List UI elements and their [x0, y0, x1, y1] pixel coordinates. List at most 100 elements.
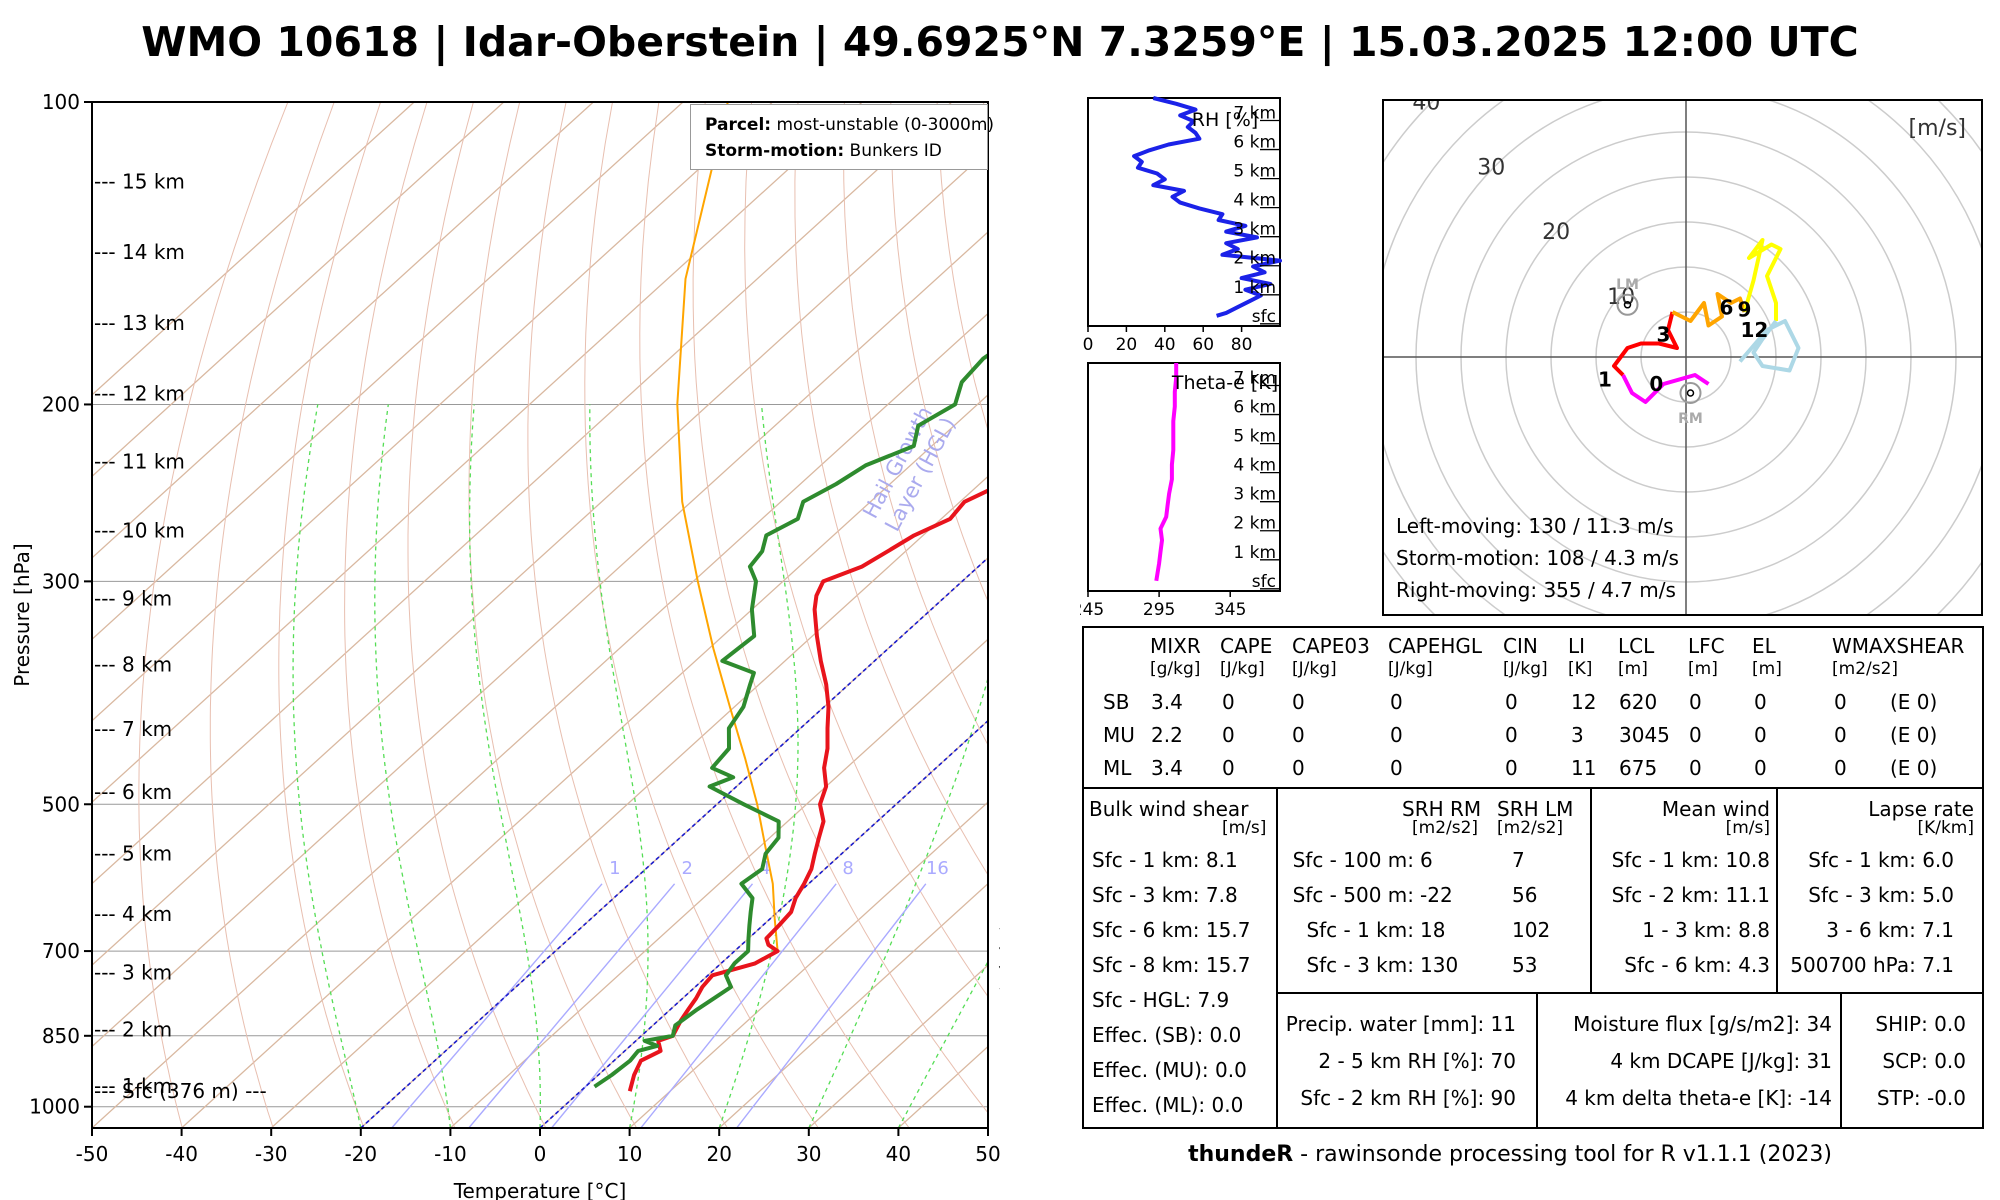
dry-adiabat [692, 102, 988, 1114]
mean-wind-unit: [m/s] [1725, 818, 1770, 838]
table-divider-5 [1276, 992, 1984, 994]
height-tick-label: 5 km [1233, 162, 1276, 182]
height-tick-label: 6 km [1233, 398, 1276, 418]
shear-row: Sfc - 1 km: 8.1 [1092, 848, 1238, 872]
mixing-ratio-label: 2 [681, 858, 692, 879]
param-column-unit: [J/kg] [1292, 659, 1337, 679]
param-value: 0 [1505, 756, 1518, 780]
param-value: 12 [1571, 690, 1597, 714]
mixing-ratio-line [640, 883, 837, 1128]
param-column-unit: [g/kg] [1150, 659, 1201, 679]
moisture-row: 2 - 5 km RH [%]: 70 [1318, 1049, 1516, 1073]
height-tick-label: 2 km [1233, 514, 1276, 534]
height-tick-label: 7 km [1233, 369, 1276, 389]
temperature-tick-label: 0 [534, 1142, 547, 1166]
srh-header: SRH RM [1402, 797, 1482, 821]
dry-adiabat [936, 102, 988, 432]
param-column-header: LCL [1618, 634, 1655, 658]
param-value: 0 [1689, 690, 1702, 714]
srh-rm-value: -22 [1420, 883, 1453, 907]
param-value: 0 [1390, 756, 1403, 780]
height-marker-label: --- Sfc (376 m) --- [94, 1079, 267, 1103]
temperature-tick-label: 40 [886, 1142, 911, 1166]
height-marker-label: --- 5 km [94, 842, 172, 866]
flux-row: 4 km DCAPE [J/kg]: 31 [1610, 1049, 1832, 1073]
height-marker-label: --- 1 km [94, 1074, 172, 1098]
param-value: 0 [1505, 723, 1518, 747]
hodo-height-marker: 9 [1738, 297, 1752, 321]
height-marker-label: --- 2 km [94, 1018, 172, 1042]
isotherm-line [92, 102, 684, 641]
param-column-header: CAPEHGL [1388, 634, 1483, 658]
profile-trace [1132, 96, 1282, 318]
srh-row-label: Sfc - 1 km: [1306, 918, 1414, 942]
y-axis-label: Pressure [hPa] [10, 543, 34, 686]
dewpoint-trace [593, 352, 988, 1089]
param-value: 3.4 [1151, 690, 1183, 714]
lapse-rate-row: 500700 hPa: 7.1 [1790, 953, 1954, 977]
param-column-header: CAPE [1220, 634, 1273, 658]
hodo-height-marker: 12 [1740, 318, 1768, 342]
height-tick-label: sfc [1252, 572, 1276, 592]
isotherm-line [270, 475, 988, 1128]
shear-row: Sfc - 6 km: 15.7 [1092, 918, 1251, 942]
param-row-label: ML [1103, 756, 1132, 780]
dry-adiabat [890, 102, 988, 603]
param-column-unit: [m] [1618, 659, 1648, 679]
temperature-tick-label: 30 [796, 1142, 821, 1166]
hodo-stat-line: Right-moving: 355 / 4.7 m/s [1396, 578, 1676, 602]
height-marker-label: --- 7 km [94, 717, 172, 741]
param-value: 0 [1754, 723, 1767, 747]
temperature-tick-label: -30 [255, 1142, 288, 1166]
shear-row: Effec. (ML): 0.0 [1092, 1093, 1244, 1117]
param-column-header: LFC [1688, 634, 1725, 658]
dry-adiabat [407, 102, 547, 1128]
srh-rm-value: 6 [1420, 848, 1433, 872]
legend-parcel-value: most-unstable (0-3000m) [776, 115, 995, 135]
hodo-trace [1621, 373, 1710, 404]
pressure-tick-label: 200 [42, 392, 80, 416]
mixing-ratio-label: 8 [842, 858, 853, 879]
dry-adiabat [278, 102, 382, 1128]
shear-unit: [m/s] [1222, 818, 1267, 838]
mixing-ratio-line [736, 883, 927, 1128]
isotherm-line [360, 556, 988, 1128]
param-column-unit: [m] [1688, 659, 1718, 679]
isotherm-line [449, 638, 988, 1128]
param-value: 0 [1834, 756, 1847, 780]
moist-adiabat [718, 404, 799, 1128]
param-value: 3045 [1619, 723, 1670, 747]
storm-motion-marker [1679, 382, 1702, 404]
param-value: (E 0) [1890, 723, 1938, 747]
isotherm-line [897, 1045, 988, 1128]
height-tick-label: 5 km [1233, 427, 1276, 447]
param-value: 0 [1292, 723, 1305, 747]
mean-wind-row: Sfc - 1 km: 10.8 [1611, 848, 1770, 872]
param-column-unit: [m2/s2] [1832, 659, 1899, 679]
param-value: 2.2 [1151, 723, 1183, 747]
table-divider-1 [1082, 787, 1984, 789]
param-value: (E 0) [1890, 756, 1938, 780]
isotherm-line [629, 801, 988, 1128]
dry-adiabat [584, 102, 819, 1128]
height-marker-label: --- 14 km [94, 240, 185, 264]
temperature-tick-label: -20 [344, 1142, 377, 1166]
temperature-tick-label: 20 [706, 1142, 731, 1166]
dry-adiabat [639, 102, 910, 1128]
skewt-legend: Parcel: most-unstable (0-3000m) Storm-mo… [690, 104, 994, 170]
param-value: 3 [1571, 723, 1584, 747]
param-value: 11 [1571, 756, 1597, 780]
srh-lm-value: 53 [1512, 953, 1538, 977]
param-column-header: WMAXSHEAR [1832, 634, 1965, 658]
param-value: 0 [1754, 756, 1767, 780]
mixing-ratio-label: 4 [759, 858, 770, 879]
hodo-ring-label: 20 [1542, 220, 1570, 245]
table-divider-3 [1590, 787, 1592, 992]
height-tick-label: 1 km [1233, 278, 1276, 298]
param-value: 0 [1390, 723, 1403, 747]
mixing-ratio-line [391, 883, 603, 1128]
parcel-trace [676, 102, 779, 952]
